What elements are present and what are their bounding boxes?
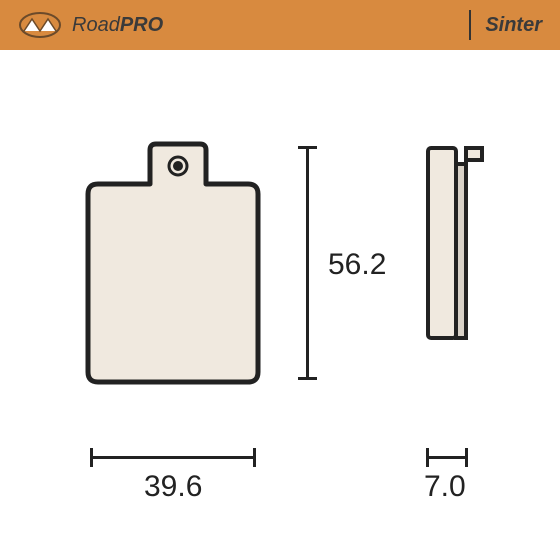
header-right: Sinter	[469, 10, 542, 40]
header-divider	[469, 10, 471, 40]
brake-pad-front-view	[83, 139, 263, 387]
dimension-thickness-label: 7.0	[424, 470, 466, 504]
header-left: RoadPRO	[18, 11, 163, 39]
dimension-height-line	[306, 146, 309, 380]
dimension-thickness-cap-left	[426, 448, 429, 467]
dimension-thickness-cap-right	[465, 448, 468, 467]
dimension-width-label: 39.6	[144, 470, 202, 504]
dimension-height-cap-top	[298, 146, 317, 149]
header-bar: RoadPRO Sinter	[0, 0, 560, 50]
dimension-width-cap-left	[90, 448, 93, 467]
dimension-height-label: 56.2	[328, 248, 386, 282]
brand-logo-icon	[18, 11, 62, 39]
diagram-area: 56.2 39.6 7.0	[0, 50, 560, 558]
variant-label: Sinter	[485, 14, 542, 37]
dimension-width-line	[90, 456, 256, 459]
dimension-width-cap-right	[253, 448, 256, 467]
dimension-thickness-line	[426, 456, 468, 459]
dimension-height-cap-bottom	[298, 377, 317, 380]
brand-name-light: Road	[72, 14, 120, 36]
brake-pad-side-view	[424, 144, 486, 346]
brand-name: RoadPRO	[72, 14, 163, 37]
brand-name-heavy: PRO	[120, 14, 163, 36]
